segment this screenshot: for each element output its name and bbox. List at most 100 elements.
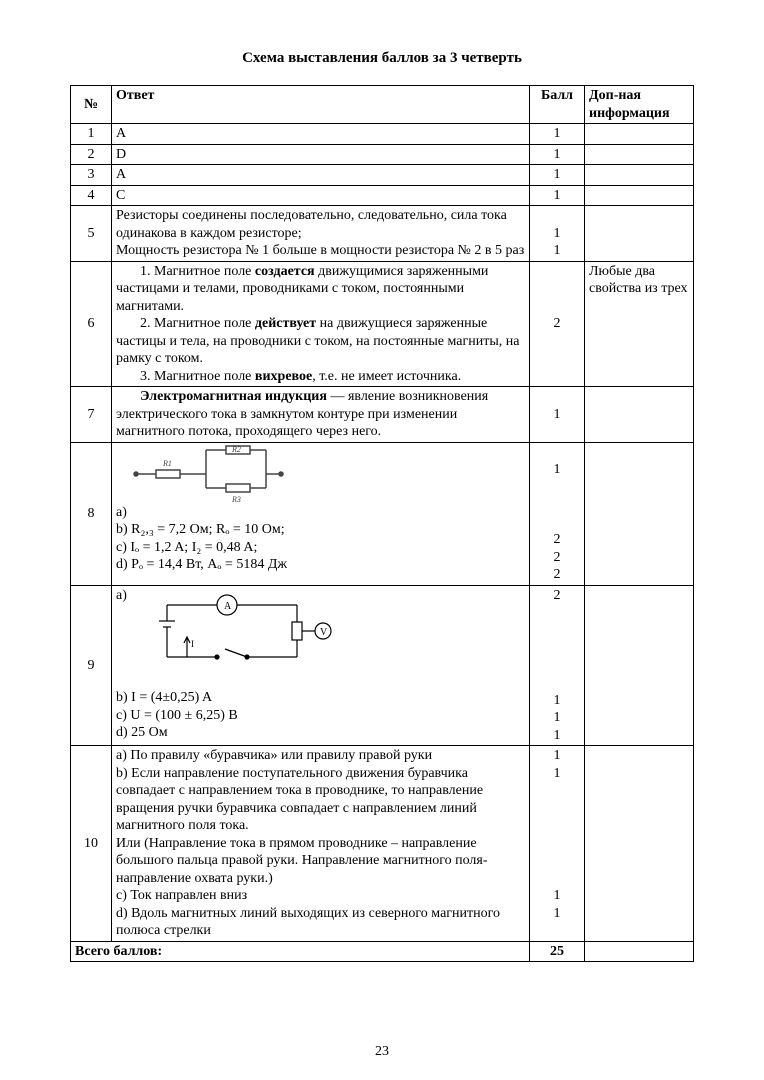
total-label-text: Всего баллов: xyxy=(75,944,162,959)
total-value: 25 xyxy=(530,941,585,962)
circuit-diagram-icon: A V I xyxy=(137,587,337,672)
answer-line: d) 25 Ом xyxy=(116,725,168,740)
answer-a: a) xyxy=(116,587,127,605)
total-value-text: 25 xyxy=(550,944,564,959)
row-num: 10 xyxy=(71,746,112,942)
answer-line: c) Iₒ = 1,2 A; I₂ = 0,48 A; xyxy=(116,540,257,555)
table-row: 8 xyxy=(71,442,694,585)
table-row: 6 1. Магнитное поле создается движущимис… xyxy=(71,261,694,387)
answer-line: Или (Направление тока в прямом проводник… xyxy=(116,836,488,886)
answer-line: 3. Магнитное поле вихревое, т.е. не имее… xyxy=(116,368,525,386)
row-answer: a) По правилу «буравчика» или правилу пр… xyxy=(112,746,530,942)
answer-line: d) Pₒ = 14,4 Вт, Aₒ = 5184 Дж xyxy=(116,557,287,572)
row-dop xyxy=(585,387,694,443)
row-answer: 1. Магнитное поле создается движущимися … xyxy=(112,261,530,387)
table-row: 3 A 1 xyxy=(71,165,694,186)
answer-line: c) U = (100 ± 6,25) В xyxy=(116,708,238,723)
r1-label: R1 xyxy=(162,459,172,468)
text: 1. Магнитное поле xyxy=(140,264,255,279)
row-ball: 1 1 xyxy=(530,206,585,262)
row-dop xyxy=(585,165,694,186)
row-answer: Электромагнитная индукция — явление возн… xyxy=(112,387,530,443)
ball-line: 2 xyxy=(554,567,561,582)
ball-line: 1 xyxy=(554,906,561,921)
ball-line: 1 xyxy=(554,462,561,477)
ball-line: 2 xyxy=(554,532,561,547)
row-answer: A xyxy=(112,165,530,186)
row-num: 9 xyxy=(71,585,112,746)
answer-line: Электромагнитная индукция — явление возн… xyxy=(116,388,525,441)
answer-line: b) I = (4±0,25) A xyxy=(116,690,212,705)
page: Схема выставления баллов за 3 четверть №… xyxy=(0,0,764,1080)
answer-line: 2. Магнитное поле действует на движущиес… xyxy=(116,315,525,368)
ammeter-label: A xyxy=(224,601,232,612)
ball-line: 1 xyxy=(554,728,561,743)
answer-line: c) Ток направлен вниз xyxy=(116,888,247,903)
ball-line: 1 xyxy=(554,710,561,725)
current-label: I xyxy=(191,639,194,649)
row-num: 3 xyxy=(71,165,112,186)
header-ball: Балл xyxy=(530,86,585,124)
total-label: Всего баллов: xyxy=(71,941,530,962)
table-total-row: Всего баллов: 25 xyxy=(71,941,694,962)
ball-line: 2 xyxy=(554,550,561,565)
row-ball: 1 xyxy=(530,185,585,206)
ball-line: 1 xyxy=(554,226,561,241)
row-answer: a) xyxy=(112,585,530,746)
answer-line: d) Вдоль магнитных линий выходящих из се… xyxy=(116,906,500,939)
voltmeter-label: V xyxy=(320,627,328,638)
text: 2. Магнитное поле xyxy=(140,316,255,331)
row-num: 7 xyxy=(71,387,112,443)
header-dop: Доп-ная информация xyxy=(585,86,694,124)
row-ball: 1 xyxy=(530,144,585,165)
ball-line: 1 xyxy=(554,888,561,903)
row-num: 5 xyxy=(71,206,112,262)
bold-text: создается xyxy=(255,264,315,279)
bold-text: Электромагнитная индукция xyxy=(140,389,327,404)
table-row: 1 A 1 xyxy=(71,124,694,145)
row-num: 1 xyxy=(71,124,112,145)
answer-line: b) Если направление поступательного движ… xyxy=(116,766,483,834)
answer-line: 1. Магнитное поле создается движущимися … xyxy=(116,263,525,316)
row-dop xyxy=(585,442,694,585)
row-ball: 1 xyxy=(530,124,585,145)
row-dop xyxy=(585,206,694,262)
ball-line: 1 xyxy=(554,243,561,258)
row-num: 4 xyxy=(71,185,112,206)
table-row: 2 D 1 xyxy=(71,144,694,165)
row-dop xyxy=(585,746,694,942)
answer-a: a) xyxy=(116,505,127,520)
row-dop xyxy=(585,185,694,206)
row-ball: 2 xyxy=(530,261,585,387)
header-answer: Ответ xyxy=(112,86,530,124)
row-answer: R1 R2 R3 a) b) R₂,₃ = 7,2 Ом; Rₒ = 10 Ом… xyxy=(112,442,530,585)
text: 3. Магнитное поле xyxy=(140,369,255,384)
scoring-table: № Ответ Балл Доп-ная информация 1 A 1 2 … xyxy=(70,85,694,962)
row-dop xyxy=(585,144,694,165)
header-num: № xyxy=(71,86,112,124)
row-dop xyxy=(585,585,694,746)
bold-text: вихревое xyxy=(255,369,312,384)
row-answer: D xyxy=(112,144,530,165)
table-row: 5 Резисторы соединены последовательно, с… xyxy=(71,206,694,262)
r3-label: R3 xyxy=(231,495,241,504)
table-row: 4 C 1 xyxy=(71,185,694,206)
text: , т.е. не имеет источника. xyxy=(312,369,461,384)
row-answer: Резисторы соединены последовательно, сле… xyxy=(112,206,530,262)
row-dop: Любые два свойства из трех xyxy=(585,261,694,387)
answer-line: a) По правилу «буравчика» или правилу пр… xyxy=(116,748,432,763)
row-ball: 1 xyxy=(530,387,585,443)
answer-line: b) R₂,₃ = 7,2 Ом; Rₒ = 10 Ом; xyxy=(116,522,285,537)
row-num: 6 xyxy=(71,261,112,387)
answer-line: Резисторы соединены последовательно, сле… xyxy=(116,208,507,241)
page-number: 23 xyxy=(0,1044,764,1060)
row-answer: C xyxy=(112,185,530,206)
ball-line: 1 xyxy=(554,766,561,781)
page-title: Схема выставления баллов за 3 четверть xyxy=(70,50,694,67)
row-dop xyxy=(585,124,694,145)
row-ball: 1 1 1 1 xyxy=(530,746,585,942)
row-ball: 2 1 1 1 xyxy=(530,585,585,746)
table-row: 9 a) xyxy=(71,585,694,746)
r2-label: R2 xyxy=(231,445,241,454)
ball-line: 2 xyxy=(554,588,561,603)
